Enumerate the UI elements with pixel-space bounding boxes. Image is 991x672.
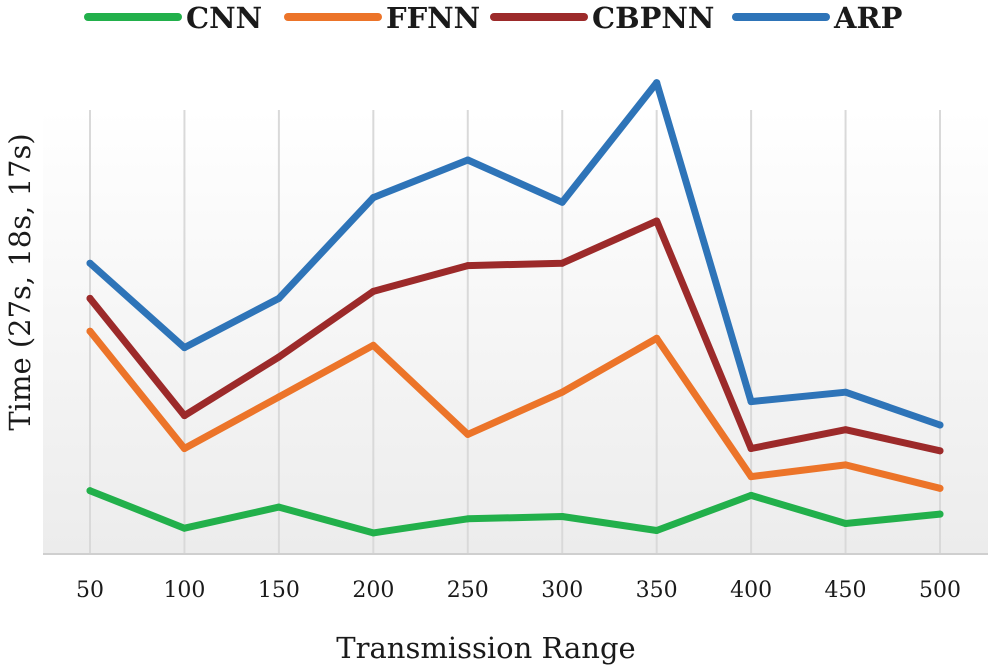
y-axis-title: Time (27s, 18s, 17s) <box>3 133 37 430</box>
legend-label-cbpnn: CBPNN <box>592 1 714 35</box>
legend-label-ffnn: FFNN <box>386 1 480 35</box>
data-point-ffnn-400 <box>747 473 755 481</box>
data-point-arp-400 <box>747 398 755 406</box>
x-tick-label-400: 400 <box>730 578 772 603</box>
data-point-arp-100 <box>180 344 188 352</box>
data-point-cbpnn-200 <box>369 287 377 295</box>
data-point-arp-450 <box>842 388 850 396</box>
legend-item-cbpnn: CBPNN <box>490 1 714 35</box>
data-point-cbpnn-350 <box>653 217 661 225</box>
data-point-ffnn-500 <box>936 484 944 492</box>
data-point-cnn-400 <box>747 491 755 499</box>
x-tick-label-450: 450 <box>825 578 867 603</box>
data-point-ffnn-250 <box>464 430 472 438</box>
data-point-ffnn-200 <box>369 341 377 349</box>
data-point-cnn-500 <box>936 510 944 518</box>
data-point-arp-150 <box>275 294 283 302</box>
series-line-arp <box>86 79 944 429</box>
series-layer <box>86 79 944 537</box>
data-point-cnn-300 <box>558 512 566 520</box>
x-tick-label-150: 150 <box>258 578 300 603</box>
data-point-arp-500 <box>936 421 944 429</box>
data-point-cbpnn-100 <box>180 412 188 420</box>
series-line-cnn <box>86 487 944 537</box>
data-point-cnn-100 <box>180 524 188 532</box>
x-tick-label-350: 350 <box>636 578 678 603</box>
data-point-cnn-150 <box>275 503 283 511</box>
data-point-arp-300 <box>558 198 566 206</box>
data-point-arp-250 <box>464 156 472 164</box>
x-axis-title: Transmission Range <box>336 631 635 665</box>
data-point-ffnn-150 <box>275 393 283 401</box>
legend-label-arp: ARP <box>833 1 903 35</box>
data-point-cbpnn-50 <box>86 294 94 302</box>
data-point-arp-50 <box>86 259 94 267</box>
x-tick-label-250: 250 <box>447 578 489 603</box>
series-line-cbpnn <box>86 217 944 455</box>
data-point-arp-200 <box>369 194 377 202</box>
legend-item-cnn: CNN <box>84 1 262 35</box>
data-point-ffnn-450 <box>842 461 850 469</box>
data-point-cnn-450 <box>842 520 850 528</box>
legend-item-ffnn: FFNN <box>284 1 480 35</box>
data-point-cbpnn-500 <box>936 447 944 455</box>
x-tick-labels: 50 100 150 200 250 300 350 400 450 500 <box>76 578 961 603</box>
data-point-cnn-350 <box>653 527 661 535</box>
data-point-cbpnn-150 <box>275 353 283 361</box>
x-tick-label-100: 100 <box>163 578 205 603</box>
data-point-ffnn-50 <box>86 327 94 335</box>
data-point-ffnn-300 <box>558 388 566 396</box>
data-point-cnn-250 <box>464 515 472 523</box>
legend-item-arp: ARP <box>732 1 903 35</box>
x-tick-label-500: 500 <box>919 578 961 603</box>
data-point-cbpnn-400 <box>747 444 755 452</box>
x-tick-label-50: 50 <box>76 578 104 603</box>
data-point-arp-350 <box>653 79 661 87</box>
gridlines <box>89 110 941 554</box>
legend-label-cnn: CNN <box>186 1 262 35</box>
data-point-ffnn-350 <box>653 334 661 342</box>
data-point-cnn-200 <box>369 529 377 537</box>
data-point-cbpnn-300 <box>558 259 566 267</box>
data-point-ffnn-100 <box>180 444 188 452</box>
legend: CNN FFNN CBPNN ARP <box>84 1 903 35</box>
data-point-cbpnn-250 <box>464 262 472 270</box>
data-point-cbpnn-450 <box>842 426 850 434</box>
x-tick-label-200: 200 <box>352 578 394 603</box>
x-tick-label-300: 300 <box>541 578 583 603</box>
series-line-ffnn <box>86 327 944 492</box>
data-point-cnn-50 <box>86 487 94 495</box>
